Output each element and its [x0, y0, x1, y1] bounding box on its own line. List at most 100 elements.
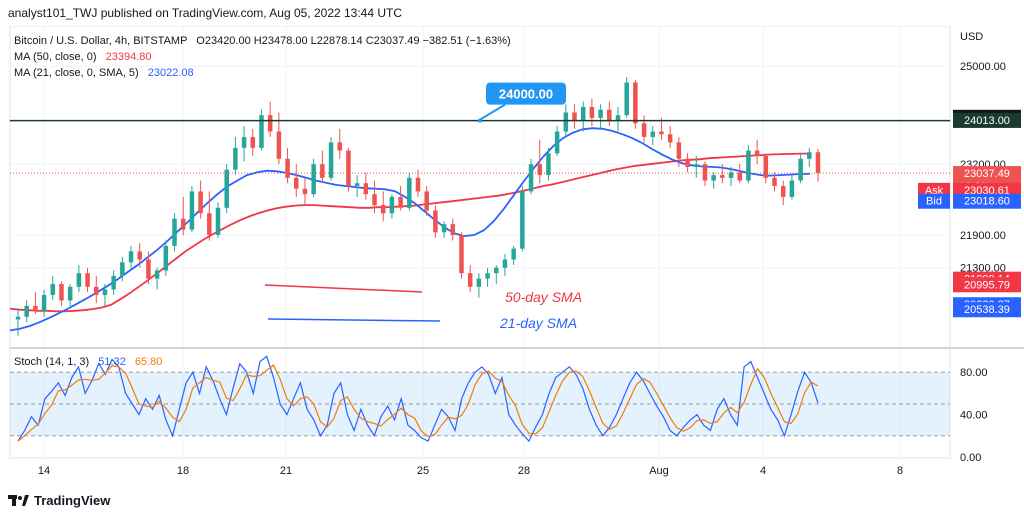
price-badge [953, 302, 1021, 318]
candle-body [407, 177, 412, 208]
candle-body [659, 131, 664, 135]
candle-body [485, 273, 490, 279]
candle-body [467, 273, 473, 287]
candle-body [137, 251, 142, 260]
callout-anchor [478, 118, 482, 123]
candle-body [607, 109, 612, 121]
candle-body [520, 191, 525, 249]
candle-body [424, 191, 429, 211]
candle-body [598, 109, 603, 118]
candle-body [754, 150, 760, 157]
candle-body [667, 134, 673, 143]
candle-body [807, 152, 812, 159]
stoch-k-value: 51.32 [98, 356, 126, 368]
candle-body [815, 152, 821, 174]
candle-body [363, 183, 369, 195]
candle-body [372, 194, 377, 206]
price-tick-label: 21900.00 [960, 230, 1006, 242]
candle-body [128, 251, 134, 263]
candle-body [720, 175, 725, 178]
candle-body [250, 136, 256, 148]
publisher-header: analyst101_TWJ published on TradingView.… [8, 6, 403, 20]
candle-body [711, 175, 716, 181]
legend-ma21: MA (21, close, 0, SMA, 5) 23022.08 [14, 66, 194, 80]
candle-body [215, 207, 221, 236]
candle-body [459, 235, 464, 274]
candle-body [694, 164, 699, 167]
price-badge-value: 20995.79 [964, 279, 1010, 291]
time-tick-label: 18 [177, 465, 189, 477]
candle-body [502, 259, 508, 268]
candle-body [511, 248, 516, 260]
candle-body [207, 213, 212, 236]
candle-body [633, 82, 638, 124]
candle-body [702, 164, 708, 181]
candle-body [685, 158, 690, 167]
callout-text: 24000.00 [499, 87, 553, 102]
candle-body [259, 115, 264, 148]
symbol-name: Bitcoin / U.S. Dollar, 4h, BITSTAMP [14, 35, 188, 47]
stoch-tick-label: 0.00 [960, 452, 981, 464]
candle-body [241, 136, 247, 148]
callout-bubble [486, 82, 566, 105]
candle-body [615, 115, 621, 121]
price-badge [953, 277, 1021, 293]
candle-body [67, 286, 73, 301]
price-badge-tag [918, 193, 950, 209]
candle-body [624, 82, 629, 116]
legend-symbol: Bitcoin / U.S. Dollar, 4h, BITSTAMP O234… [14, 34, 511, 48]
callout-pointer [479, 103, 506, 121]
legend-stoch: Stoch (14, 1, 3) 51.32 65.80 [14, 355, 162, 369]
time-tick-label: 21 [280, 465, 292, 477]
candle-body [311, 164, 316, 195]
candle-body [285, 158, 290, 178]
candle-body [154, 270, 160, 279]
candle-body [554, 131, 560, 154]
ma21-value: 23022.08 [147, 67, 194, 79]
candle-body [354, 183, 360, 186]
candle-body [15, 316, 21, 320]
candle-body [476, 278, 482, 287]
stoch-d-line [17, 364, 819, 442]
candle-body [650, 131, 656, 137]
candle-body [320, 164, 325, 178]
candle-body [580, 107, 586, 121]
stoch-tick-label: 80.00 [960, 367, 988, 379]
candle-body [233, 147, 238, 170]
time-tick-label: Aug [649, 465, 669, 477]
ma50-label: MA (50, close, 0) [14, 51, 97, 63]
candle-body [180, 218, 186, 230]
time-tick-label: 28 [518, 465, 530, 477]
brand-name: TradingView [34, 492, 111, 508]
stoch-label: Stoch (14, 1, 3) [14, 356, 90, 368]
candle-body [337, 142, 342, 151]
time-tick-label: 4 [760, 465, 766, 477]
candle-body [102, 289, 108, 295]
candle-body [415, 177, 421, 192]
candle-body [172, 218, 177, 246]
stoch-tick-label: 40.00 [960, 410, 988, 422]
price-tick-label: 25000.00 [960, 61, 1006, 73]
sma21-annotation-text: 21-day SMA [499, 315, 577, 331]
candle-body [267, 115, 273, 132]
ma21-label: MA (21, close, 0, SMA, 5) [14, 67, 139, 79]
candle-body [224, 169, 229, 208]
price-badge-value: 23037.49 [964, 168, 1010, 180]
candle-body [450, 224, 456, 236]
candle-body [328, 142, 334, 178]
candle-body [111, 275, 116, 290]
candle-body [537, 164, 542, 176]
candle-body [528, 164, 534, 192]
candle-body [772, 177, 777, 186]
footer-brand: TradingView [8, 488, 110, 512]
candle-body [494, 267, 499, 274]
stoch-d-value: 65.80 [134, 356, 163, 368]
time-tick-label: 8 [897, 465, 903, 477]
candle-body [728, 172, 734, 178]
ohlc-values: O23420.00 H23478.00 L22878.14 C23037.49 … [196, 35, 511, 47]
time-tick-label: 25 [417, 465, 429, 477]
candle-body [59, 284, 64, 301]
price-badge [953, 112, 1021, 128]
candle-body [789, 180, 795, 197]
